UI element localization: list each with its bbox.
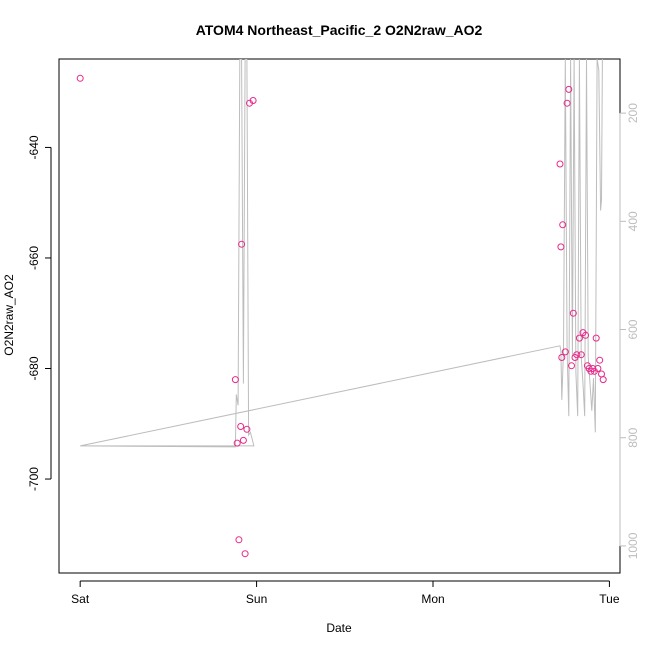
y-tick-label: -660 <box>27 246 41 270</box>
right-tick-label: 600 <box>626 319 640 339</box>
data-point <box>556 160 564 168</box>
data-point <box>575 334 583 342</box>
data-point <box>249 97 257 104</box>
data-point <box>596 356 604 364</box>
y-tick-label: -640 <box>27 135 41 159</box>
data-point <box>569 309 577 317</box>
x-tick-label: Sun <box>246 592 267 606</box>
y-tick-label: -700 <box>27 467 41 491</box>
data-point <box>582 331 590 339</box>
y-axis-label: O2N2raw_AO2 <box>2 274 16 356</box>
data-point <box>568 362 575 370</box>
data-point <box>559 221 567 229</box>
data-point <box>243 425 251 433</box>
data-point <box>565 85 573 93</box>
data-point <box>599 376 607 384</box>
series-line <box>80 59 603 448</box>
x-tick-label: Sat <box>71 592 90 606</box>
plot-area <box>76 59 607 558</box>
data-point <box>235 536 243 544</box>
data-point <box>592 334 600 342</box>
x-axis-label: Date <box>326 621 352 635</box>
x-tick-label: Mon <box>421 592 444 606</box>
right-tick-label: 200 <box>626 103 640 123</box>
data-point <box>557 243 565 251</box>
data-point <box>76 74 84 82</box>
data-point <box>573 351 581 359</box>
right-tick-label: 800 <box>626 427 640 447</box>
chart-title: ATOM4 Northeast_Pacific_2 O2N2raw_AO2 <box>196 22 483 38</box>
data-point <box>561 348 569 356</box>
data-point <box>598 370 605 378</box>
data-point <box>563 99 571 107</box>
y-tick-label: -680 <box>27 356 41 380</box>
data-point <box>577 351 585 359</box>
data-point <box>238 240 246 248</box>
data-point <box>241 550 249 558</box>
data-point <box>231 376 239 384</box>
data-point <box>233 439 241 447</box>
right-tick-label: 400 <box>626 211 640 231</box>
right-tick-label: 1000 <box>626 532 640 559</box>
data-point <box>594 365 602 372</box>
plot-frame <box>58 58 621 574</box>
data-point <box>558 354 566 361</box>
x-tick-label: Tue <box>599 592 620 606</box>
data-point <box>239 436 247 444</box>
data-point <box>237 423 245 430</box>
